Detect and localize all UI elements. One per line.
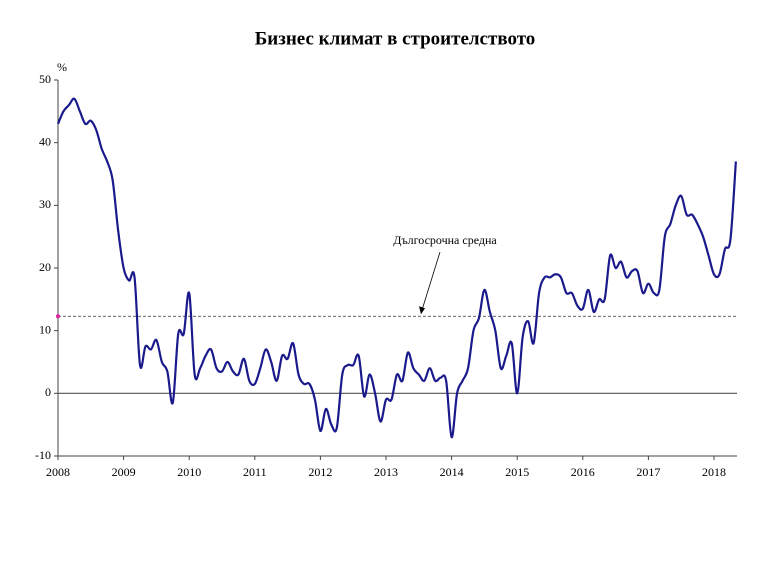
y-tick-label: 10: [39, 322, 51, 336]
arrow-head: [419, 306, 425, 315]
y-tick-label: -10: [35, 448, 51, 462]
y-tick-label: 40: [39, 134, 51, 148]
y-unit: %: [57, 60, 67, 74]
x-tick-label: 2009: [112, 465, 136, 479]
chart-title: Бизнес климат в строителството: [255, 28, 536, 49]
x-tick-label: 2017: [636, 465, 660, 479]
series-line: [56, 97, 737, 439]
x-tick-label: 2011: [243, 465, 267, 479]
y-tick-label: 50: [39, 72, 51, 86]
average-marker: [56, 314, 60, 319]
y-tick-label: 20: [39, 260, 51, 274]
x-tick-label: 2012: [308, 465, 332, 479]
y-tick-label: 30: [39, 197, 51, 211]
x-tick-label: 2010: [177, 465, 201, 479]
x-tick-label: 2013: [374, 465, 398, 479]
x-tick-label: 2016: [571, 465, 595, 479]
x-tick-label: 2018: [702, 465, 726, 479]
x-tick-label: 2014: [440, 465, 464, 479]
y-tick-label: 0: [45, 385, 51, 399]
average-arrow: [420, 251, 441, 314]
x-tick-label: 2015: [505, 465, 529, 479]
x-tick-label: 2008: [46, 465, 70, 479]
average-label: Дългосрочна средна: [393, 233, 497, 247]
